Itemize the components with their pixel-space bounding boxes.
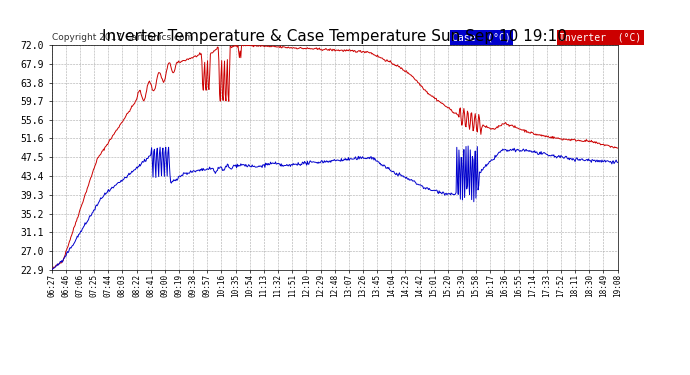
Text: Copyright 2017 Cartronics.com: Copyright 2017 Cartronics.com (52, 33, 194, 42)
Title: Inverter Temperature & Case Temperature Sun Sep 10 19:10: Inverter Temperature & Case Temperature … (102, 29, 567, 44)
Text: Inverter  (°C): Inverter (°C) (559, 33, 642, 43)
Text: Case  (°C): Case (°C) (452, 33, 511, 43)
